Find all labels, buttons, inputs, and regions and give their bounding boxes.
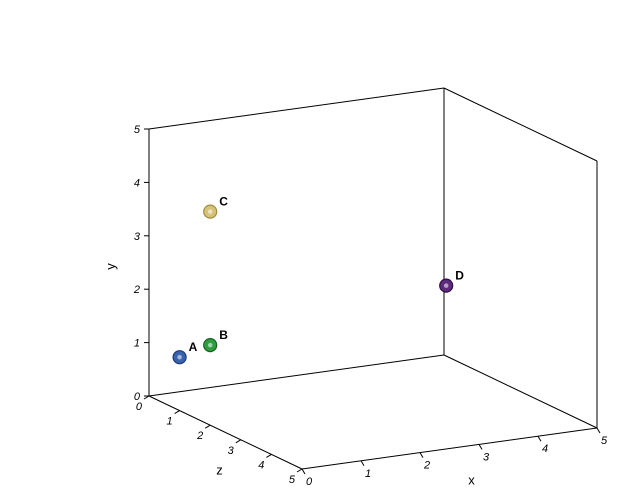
- scatter-3d-chart: 012345012345012345yzxABCD: [0, 0, 626, 501]
- marker-highlight: [208, 343, 213, 348]
- tick-label-z: 2: [196, 430, 203, 442]
- marker-highlight: [444, 283, 449, 288]
- axis-label-y: y: [103, 263, 118, 270]
- box-edge: [302, 428, 597, 469]
- marker-highlight: [208, 209, 213, 214]
- tick-x: [302, 469, 305, 474]
- box-edge: [444, 88, 597, 161]
- axis-label-x: x: [468, 473, 475, 488]
- data-point-A: A: [173, 340, 198, 364]
- axis-z-base: [149, 396, 302, 469]
- tick-z: [205, 425, 210, 428]
- tick-label-z: 4: [258, 459, 264, 471]
- data-point-C: C: [204, 195, 229, 219]
- box-edge: [149, 88, 444, 129]
- tick-label-y: 2: [133, 284, 140, 296]
- tick-z: [297, 469, 302, 472]
- tick-label-z: 0: [136, 401, 143, 413]
- box-edge: [444, 355, 597, 428]
- tick-x: [420, 453, 423, 458]
- tick-label-x: 3: [483, 451, 490, 463]
- point-label-B: B: [219, 328, 228, 342]
- tick-x: [361, 461, 364, 466]
- point-label-A: A: [189, 340, 198, 354]
- axis-x-base: [149, 355, 444, 396]
- tick-label-x: 4: [542, 443, 548, 455]
- tick-label-x: 5: [601, 435, 608, 447]
- tick-z: [236, 440, 241, 443]
- tick-label-y: 4: [134, 177, 140, 189]
- tick-label-y: 3: [134, 231, 141, 243]
- tick-label-x: 0: [306, 476, 313, 488]
- tick-x: [597, 428, 600, 433]
- data-point-D: D: [440, 269, 465, 293]
- tick-z: [266, 454, 271, 457]
- tick-x: [538, 436, 541, 441]
- tick-label-x: 2: [423, 460, 430, 472]
- axis-label-z: z: [216, 463, 223, 478]
- tick-z: [175, 411, 180, 414]
- tick-label-z: 5: [289, 474, 296, 486]
- tick-label-y: 1: [134, 338, 140, 350]
- tick-label-z: 3: [228, 445, 235, 457]
- tick-label-x: 1: [365, 468, 371, 480]
- data-point-B: B: [204, 328, 229, 352]
- tick-x: [479, 444, 482, 449]
- point-label-C: C: [219, 195, 228, 209]
- point-label-D: D: [455, 269, 464, 283]
- tick-label-y: 5: [134, 124, 141, 136]
- tick-label-z: 1: [166, 416, 172, 428]
- marker-highlight: [177, 355, 182, 360]
